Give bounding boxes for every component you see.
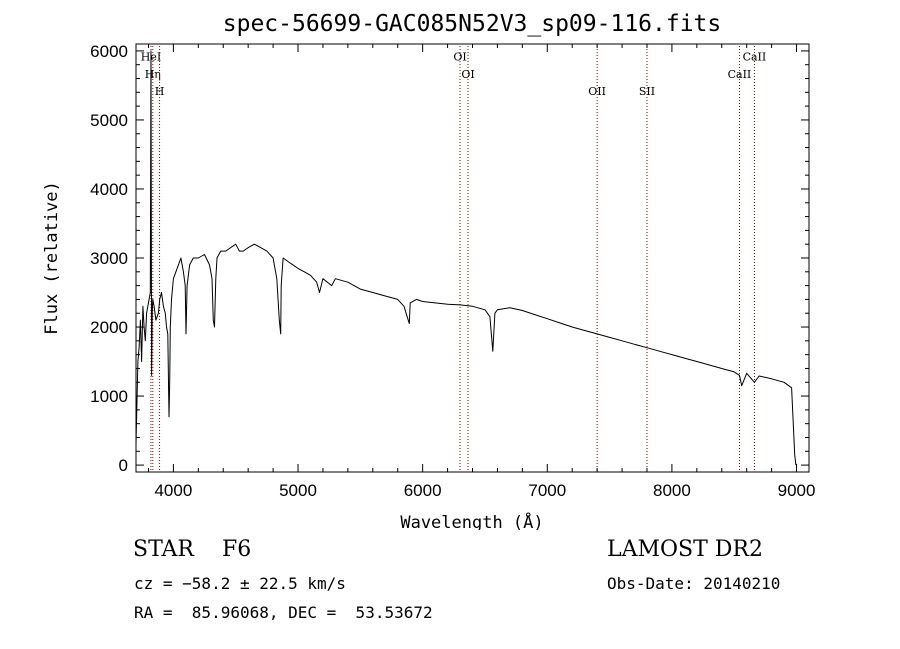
spectral-line-label: CaII [743, 51, 767, 64]
y-tick-label: 1000 [90, 387, 128, 406]
y-tick-label: 3000 [90, 249, 128, 268]
y-tick-label: 6000 [90, 42, 128, 61]
axis-ticks: 4000 5000 6000 7000 8000 9000 0 1000 2000 3000 400… [90, 42, 815, 500]
class-label: STAR F6 [133, 537, 252, 562]
spectral-line-label: OI [461, 68, 474, 81]
x-axis-label: Wavelength (Å) [400, 511, 543, 530]
spectral-line-label: SII [639, 85, 655, 98]
x-tick-label: 8000 [653, 481, 691, 500]
plot-frame [135, 43, 810, 473]
spectral-line-label: H [155, 85, 165, 98]
y-tick-label: 0 [119, 456, 128, 475]
spectral-line-label: OI [453, 51, 466, 64]
spectral-line-label: Hη [145, 68, 161, 81]
x-tick-label: 5000 [279, 481, 317, 500]
x-tick-label: 9000 [778, 481, 816, 500]
y-tick-label: 5000 [90, 111, 128, 130]
x-tick-label: 4000 [154, 481, 192, 500]
spectrum-line [135, 50, 797, 466]
y-tick-label: 2000 [90, 318, 128, 337]
x-tick-label: 7000 [528, 481, 566, 500]
redshift-label: cz = −58.2 ± 22.5 km/s [134, 574, 346, 593]
chart-title: spec-56699-GAC085N52V3_sp09-116.fits [223, 11, 722, 37]
spectral-line-label: OII [588, 85, 606, 98]
spectral-line-label: CaII [728, 68, 752, 81]
coordinates-label: RA = 85.96068, DEC = 53.53672 [134, 603, 433, 622]
spectrum-chart: spec-56699-GAC085N52V3_sp09-116.fits HeI… [42, 11, 815, 530]
survey-label: LAMOST DR2 [607, 537, 763, 562]
y-axis-label: Flux (relative) [42, 181, 62, 335]
obs-date-label: Obs-Date: 20140210 [607, 574, 781, 593]
x-tick-label: 6000 [404, 481, 442, 500]
y-tick-label: 4000 [90, 180, 128, 199]
